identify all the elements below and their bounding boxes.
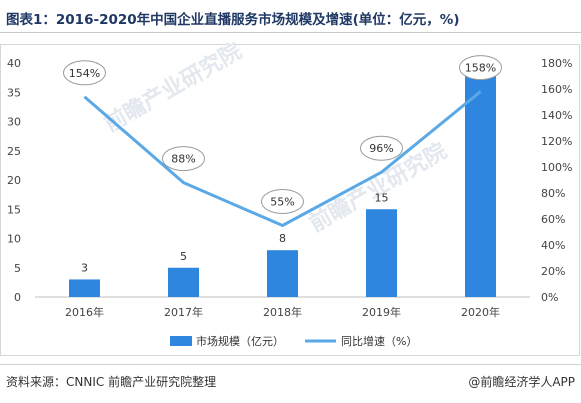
chart-title: 图表1：2016-2020年中国企业直播服务市场规模及增速(单位：亿元，%): [6, 12, 460, 28]
y-tick-label-right: 120%: [541, 135, 572, 148]
x-tick-label: 2018年: [263, 305, 302, 319]
legend-label-line: 同比增速（%）: [341, 334, 417, 348]
bar: [267, 250, 298, 297]
y-tick-label-left: 5: [14, 262, 21, 275]
bar-value-label: 15: [375, 191, 389, 204]
bar: [168, 267, 199, 297]
y-tick-label-right: 60%: [541, 213, 565, 226]
y-tick-label-right: 20%: [541, 265, 565, 278]
line-label-bubble: [459, 55, 502, 81]
y-tick-label-left: 30: [7, 116, 21, 129]
line-label-bubble: [63, 60, 106, 86]
y-tick-label-left: 35: [7, 86, 21, 99]
y-tick-label-left: 15: [7, 203, 21, 216]
y-tick-label-right: 80%: [541, 187, 565, 200]
footer-divider: [0, 364, 581, 365]
line-value-label: 158%: [465, 62, 496, 75]
x-tick-label: 2020年: [461, 305, 500, 319]
legend-label-bar: 市场规模（亿元）: [196, 334, 284, 348]
legend-swatch-bar: [170, 336, 192, 346]
bar: [366, 209, 397, 297]
bar-value-label: 3: [81, 261, 88, 274]
brand-credit: @前瞻经济学人APP: [468, 375, 575, 389]
y-tick-label-left: 10: [7, 233, 21, 246]
bar-value-label: 5: [180, 250, 187, 263]
source-note: 资料来源：CNNIC 前瞻产业研究院整理: [6, 375, 217, 389]
growth-line: [83, 90, 482, 227]
y-tick-label-left: 20: [7, 174, 21, 187]
y-tick-label-left: 25: [7, 145, 21, 158]
line-value-label: 88%: [171, 153, 195, 166]
line-value-label: 96%: [369, 142, 393, 155]
bar: [465, 74, 496, 297]
y-tick-label-left: 40: [7, 57, 21, 70]
y-tick-label-right: 40%: [541, 239, 565, 252]
x-tick-label: 2017年: [164, 305, 203, 319]
chart-frame: [0, 44, 580, 356]
y-tick-label-right: 180%: [541, 57, 572, 70]
y-tick-label-right: 0%: [541, 291, 558, 304]
y-tick-label-left: 0: [14, 291, 21, 304]
x-tick-label: 2016年: [65, 305, 104, 319]
y-tick-label-right: 140%: [541, 109, 572, 122]
title-divider: [0, 32, 581, 33]
bar: [69, 279, 100, 297]
line-label-bubble: [162, 146, 205, 172]
chart-area: 05101520253035400%20%40%60%80%100%120%14…: [7, 55, 572, 348]
line-value-label: 55%: [270, 196, 294, 209]
bar-value-label: 8: [279, 232, 286, 245]
x-tick-label: 2019年: [362, 305, 401, 319]
y-tick-label-right: 160%: [541, 83, 572, 96]
line-label-bubble: [261, 189, 304, 214]
line-value-label: 154%: [69, 67, 100, 80]
y-tick-label-right: 100%: [541, 161, 572, 174]
line-label-bubble: [360, 135, 403, 161]
